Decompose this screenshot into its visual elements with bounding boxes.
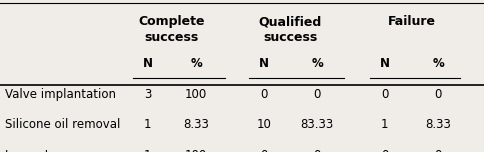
Text: 0: 0 <box>313 88 321 101</box>
Text: N: N <box>259 57 269 70</box>
Text: 0: 0 <box>260 88 268 101</box>
Text: Complete
success: Complete success <box>138 15 205 44</box>
Text: 0: 0 <box>381 88 389 101</box>
Text: N: N <box>143 57 152 70</box>
Text: Lensectomy: Lensectomy <box>5 149 76 152</box>
Text: 0: 0 <box>381 149 389 152</box>
Text: 0: 0 <box>260 149 268 152</box>
Text: Failure: Failure <box>387 15 436 28</box>
Text: 100: 100 <box>185 149 207 152</box>
Text: 8.33: 8.33 <box>425 118 451 131</box>
Text: 1: 1 <box>144 118 151 131</box>
Text: 8.33: 8.33 <box>183 118 209 131</box>
Text: Valve implantation: Valve implantation <box>5 88 116 101</box>
Text: 0: 0 <box>434 88 442 101</box>
Text: %: % <box>432 57 444 70</box>
Text: 83.33: 83.33 <box>301 118 333 131</box>
Text: Silicone oil removal: Silicone oil removal <box>5 118 120 131</box>
Text: 10: 10 <box>257 118 271 131</box>
Text: 100: 100 <box>185 88 207 101</box>
Text: Qualified
success: Qualified success <box>259 15 322 44</box>
Text: %: % <box>190 57 202 70</box>
Text: N: N <box>380 57 390 70</box>
Text: 3: 3 <box>144 88 151 101</box>
Text: 0: 0 <box>313 149 321 152</box>
Text: 0: 0 <box>434 149 442 152</box>
Text: 1: 1 <box>144 149 151 152</box>
Text: 1: 1 <box>381 118 389 131</box>
Text: %: % <box>311 57 323 70</box>
